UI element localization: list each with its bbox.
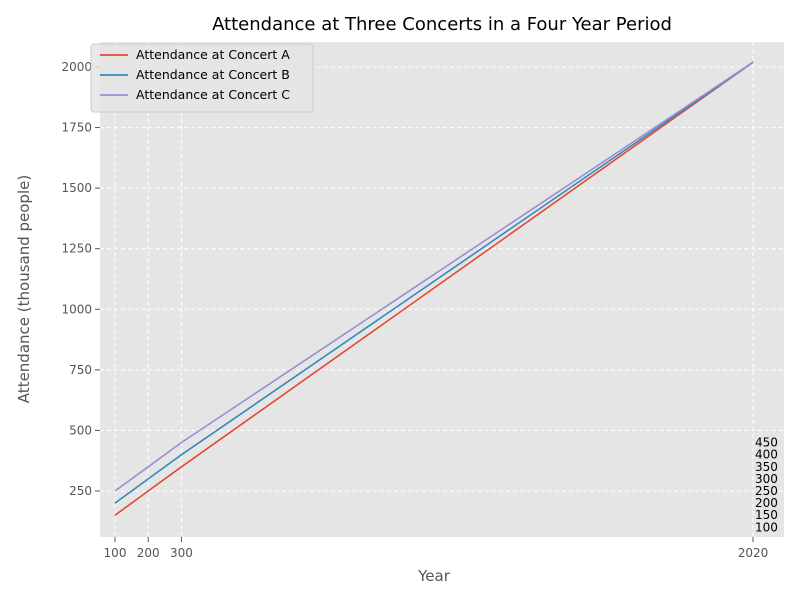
- chart-title: Attendance at Three Concerts in a Four Y…: [212, 14, 672, 35]
- legend-label: Attendance at Concert B: [136, 67, 290, 82]
- y-tick-label: 250: [69, 484, 92, 498]
- series-line-1: [114, 61, 754, 516]
- series-line-2: [114, 61, 754, 504]
- x-axis-label: Year: [417, 567, 451, 585]
- y-axis-label: Attendance (thousand people): [15, 175, 33, 403]
- value-annotation: 350: [755, 460, 778, 474]
- legend-label: Attendance at Concert C: [136, 87, 290, 102]
- y-tick-label: 750: [69, 363, 92, 377]
- legend: [90, 43, 314, 113]
- y-tick-label: 500: [69, 423, 92, 437]
- y-tick-label: 1500: [61, 181, 92, 195]
- x-tick-label: 100: [104, 546, 127, 560]
- value-annotation: 450: [755, 436, 778, 450]
- value-annotation: 200: [755, 496, 778, 510]
- value-annotation: 150: [755, 508, 778, 522]
- x-tick-label: 2020: [738, 546, 769, 560]
- value-annotation: 400: [755, 448, 778, 462]
- y-tick-label: 1750: [61, 121, 92, 135]
- x-tick-label: 300: [170, 546, 193, 560]
- value-annotation: 300: [755, 472, 778, 486]
- x-tick-label: 200: [137, 546, 160, 560]
- series-line-3: [114, 61, 754, 492]
- y-tick-label: 1250: [61, 242, 92, 256]
- value-annotation: 100: [755, 520, 778, 534]
- plot-area: [100, 42, 784, 537]
- value-annotation: 250: [755, 484, 778, 498]
- y-tick-label: 1000: [61, 302, 92, 316]
- legend-label: Attendance at Concert A: [136, 47, 290, 62]
- y-tick-label: 2000: [61, 60, 92, 74]
